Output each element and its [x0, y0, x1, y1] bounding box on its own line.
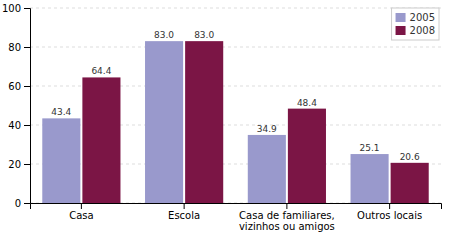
data-label: 34.9 [257, 124, 277, 134]
plot: 0 20 40 60 80 100 Casa Escola Casa de familiares… [2, 3, 442, 232]
y-tick-mark [24, 164, 30, 165]
x-tick-label-line: Casa de familiares, [239, 210, 335, 221]
data-label: 83.0 [154, 30, 174, 40]
x-tick-label-line: Casa [69, 210, 93, 221]
bars [42, 41, 428, 203]
x-tick: Outros locais [357, 203, 422, 221]
legend-label: 2008 [410, 25, 435, 36]
y-tick-label: 40 [8, 120, 21, 131]
chart-container: 0 20 40 60 80 100 Casa Escola Casa de familiares… [0, 0, 449, 237]
x-tick: Casa [69, 203, 93, 221]
y-tick-label: 60 [8, 81, 21, 92]
x-tick-label: Outros locais [357, 210, 422, 221]
legend: 2005 2008 [392, 8, 439, 40]
bar [288, 109, 326, 203]
x-tick-label-line: Escola [168, 210, 200, 221]
y-tick-label: 0 [15, 198, 21, 209]
bar-series [42, 41, 388, 203]
y-tick-mark [24, 47, 30, 48]
y-axis: 0 20 40 60 80 100 [2, 3, 31, 209]
x-axis-line [31, 204, 442, 210]
x-tick-mark [81, 203, 82, 209]
x-tick-label-line: vizinhos ou amigos [239, 221, 335, 232]
data-labels: 43.4 83.0 34.9 25.1 64.4 83.0 48.4 20.6 [51, 30, 420, 162]
bar-series [82, 41, 428, 203]
y-tick-mark [24, 8, 30, 9]
x-tick-label-line: Outros locais [357, 210, 422, 221]
data-label: 48.4 [297, 98, 317, 108]
bar [185, 41, 223, 203]
legend-swatch [396, 13, 406, 22]
y-tick-label: 80 [8, 42, 21, 53]
grid-line [30, 8, 441, 9]
chart-svg: 0 20 40 60 80 100 Casa Escola Casa de familiares… [0, 0, 449, 237]
bar [145, 41, 183, 203]
x-tick-label: Escola [168, 210, 200, 221]
x-tick-label: Casa [69, 210, 93, 221]
y-tick-label: 100 [2, 3, 21, 14]
y-tick: 60 [8, 81, 30, 92]
y-tick: 0 [15, 198, 30, 209]
legend-swatch [396, 26, 406, 35]
data-label: 43.4 [51, 107, 71, 117]
x-tick-mark [286, 203, 287, 209]
y-tick-mark [24, 86, 30, 87]
x-tick: Escola [168, 203, 200, 221]
bar [351, 154, 389, 203]
x-tick-label: Casa de familiares,vizinhos ou amigos [239, 210, 335, 232]
y-tick: 20 [8, 159, 30, 170]
y-tick-mark [24, 203, 30, 204]
x-tick-mark [389, 203, 390, 209]
grid [30, 8, 441, 203]
y-tick: 100 [2, 3, 30, 14]
legend-item: 2005 [396, 12, 435, 23]
x-tick-mark [184, 203, 185, 209]
data-label: 25.1 [360, 143, 380, 153]
bar [248, 135, 286, 203]
data-label: 20.6 [400, 152, 420, 162]
data-label: 64.4 [91, 66, 111, 76]
legend-item: 2008 [396, 25, 435, 36]
y-tick: 40 [8, 120, 30, 131]
y-tick-label: 20 [8, 159, 21, 170]
y-tick: 80 [8, 42, 30, 53]
bar [82, 77, 120, 203]
y-tick-mark [24, 125, 30, 126]
bar [42, 118, 80, 203]
x-axis: Casa Escola Casa de familiares,vizinhos ou… [31, 203, 442, 232]
y-axis-line [24, 9, 31, 204]
x-tick: Casa de familiares,vizinhos ou amigos [239, 203, 335, 232]
legend-label: 2005 [410, 12, 435, 23]
bar [391, 163, 429, 203]
grid-line [30, 47, 441, 48]
data-label: 83.0 [194, 30, 214, 40]
legend-box [392, 8, 439, 40]
